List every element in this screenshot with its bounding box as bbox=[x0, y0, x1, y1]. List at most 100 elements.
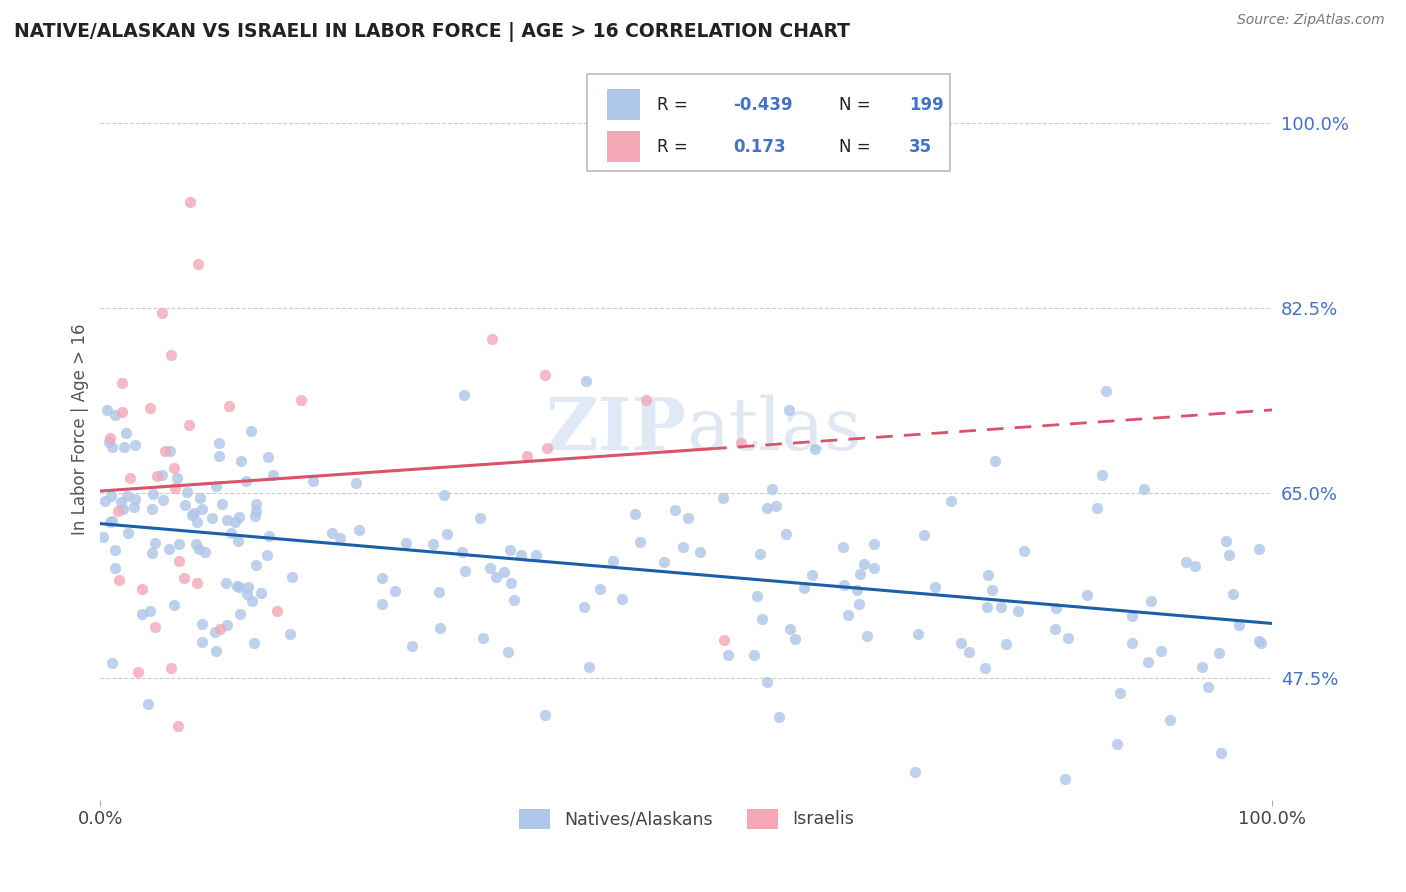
Point bbox=[984, 454, 1007, 468]
Point bbox=[186, 515, 208, 529]
Point bbox=[139, 603, 162, 617]
Point bbox=[208, 435, 231, 450]
Point bbox=[242, 635, 264, 649]
Point bbox=[1105, 737, 1128, 751]
Point bbox=[429, 622, 451, 636]
Point bbox=[779, 622, 801, 636]
Point bbox=[138, 697, 160, 711]
Point bbox=[1133, 482, 1156, 496]
Point bbox=[1159, 713, 1181, 727]
Point bbox=[245, 497, 267, 511]
Point bbox=[167, 536, 190, 550]
Point bbox=[1136, 656, 1159, 670]
Point bbox=[152, 492, 174, 507]
Point bbox=[636, 393, 658, 408]
Point bbox=[977, 568, 1000, 582]
Point bbox=[101, 656, 124, 670]
Point bbox=[228, 533, 250, 548]
Point bbox=[846, 582, 869, 597]
Point bbox=[422, 537, 444, 551]
Point bbox=[236, 580, 259, 594]
Point bbox=[713, 491, 735, 506]
Point bbox=[1249, 633, 1271, 648]
Point bbox=[124, 437, 146, 451]
Point bbox=[215, 618, 238, 632]
Point bbox=[744, 648, 766, 663]
Point bbox=[1184, 559, 1206, 574]
Point bbox=[912, 528, 935, 542]
Point bbox=[204, 478, 226, 492]
Point bbox=[371, 597, 394, 611]
Text: N =: N = bbox=[839, 95, 870, 114]
Text: R =: R = bbox=[657, 138, 688, 156]
Text: ZIP: ZIP bbox=[546, 394, 686, 466]
Point bbox=[235, 474, 257, 488]
Point bbox=[973, 661, 995, 675]
Point bbox=[191, 502, 214, 516]
Point bbox=[534, 368, 557, 382]
Point bbox=[1249, 542, 1271, 557]
Point bbox=[118, 471, 141, 485]
Point bbox=[104, 409, 127, 423]
Point bbox=[98, 431, 121, 445]
Point bbox=[100, 490, 122, 504]
Point bbox=[160, 348, 183, 362]
Point bbox=[1227, 617, 1250, 632]
Point bbox=[186, 575, 208, 590]
Point bbox=[401, 639, 423, 653]
Point bbox=[1222, 587, 1244, 601]
Point bbox=[849, 566, 872, 581]
Point bbox=[1121, 636, 1143, 650]
Point bbox=[112, 440, 135, 454]
Point bbox=[1209, 747, 1232, 761]
FancyBboxPatch shape bbox=[586, 74, 950, 170]
Point bbox=[499, 542, 522, 557]
Point bbox=[101, 440, 124, 454]
Point bbox=[240, 424, 263, 438]
Point bbox=[215, 512, 238, 526]
Point bbox=[384, 584, 406, 599]
Point bbox=[190, 617, 212, 632]
Point bbox=[194, 545, 217, 559]
Text: 0.173: 0.173 bbox=[734, 138, 786, 156]
Point bbox=[143, 536, 166, 550]
Point bbox=[654, 555, 676, 569]
Point bbox=[1191, 660, 1213, 674]
Y-axis label: In Labor Force | Age > 16: In Labor Force | Age > 16 bbox=[72, 324, 89, 535]
Point bbox=[793, 581, 815, 595]
Point bbox=[160, 661, 183, 675]
Point bbox=[578, 660, 600, 674]
Point bbox=[91, 530, 114, 544]
Point bbox=[778, 403, 800, 417]
Point bbox=[259, 528, 281, 542]
Point bbox=[454, 564, 477, 578]
Bar bbox=[607, 89, 640, 120]
Point bbox=[131, 607, 153, 622]
Point bbox=[166, 471, 188, 485]
Point bbox=[689, 545, 711, 559]
Point bbox=[229, 454, 252, 468]
Point bbox=[98, 516, 121, 530]
Point bbox=[804, 442, 827, 456]
Point bbox=[907, 627, 929, 641]
Point bbox=[256, 548, 278, 562]
Point bbox=[1045, 601, 1067, 615]
Point bbox=[785, 632, 807, 646]
Point bbox=[395, 536, 418, 550]
Point bbox=[471, 632, 494, 646]
Point bbox=[218, 399, 240, 413]
Point bbox=[104, 561, 127, 575]
Point bbox=[138, 401, 160, 416]
Point bbox=[245, 558, 267, 573]
Point bbox=[152, 468, 174, 483]
Point bbox=[329, 531, 352, 545]
Point bbox=[1095, 384, 1118, 399]
Point bbox=[1056, 631, 1078, 645]
Legend: Natives/Alaskans, Israelis: Natives/Alaskans, Israelis bbox=[512, 802, 860, 836]
Point bbox=[179, 417, 201, 432]
Point bbox=[676, 510, 699, 524]
Point bbox=[1215, 534, 1237, 549]
Point bbox=[536, 442, 558, 456]
Point bbox=[1085, 501, 1108, 516]
Point bbox=[215, 575, 238, 590]
